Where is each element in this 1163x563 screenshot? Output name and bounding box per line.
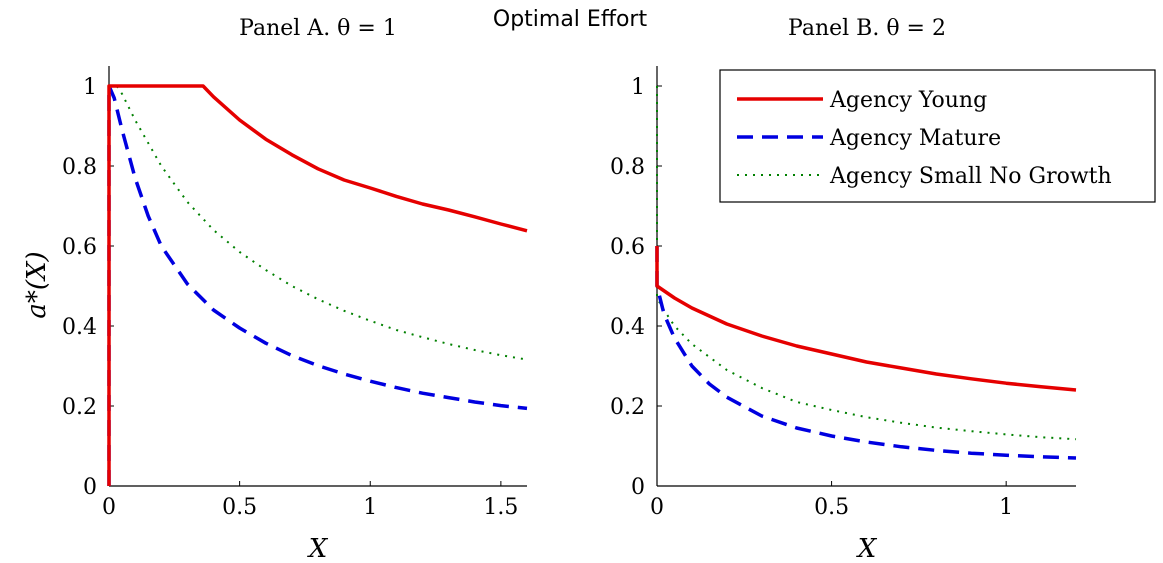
y-tick-label: 0.6 — [62, 235, 97, 260]
y-tick-label: 0.8 — [62, 155, 97, 180]
x-tick-label: 0.5 — [222, 495, 257, 520]
panel-b-xlabel: X — [856, 534, 878, 563]
y-tick-label: 0.4 — [610, 315, 645, 340]
panel-a-series — [107, 84, 528, 486]
panel-b-series — [655, 86, 1077, 460]
series-line-agency-mature — [655, 246, 1077, 460]
panel-a: Panel A. θ = 1 0 0.5 1 1.500.20.40.60.81 X … — [22, 16, 528, 563]
y-tick-label: 0.6 — [610, 235, 645, 260]
panel-b: Panel B. θ = 2 0 0.5 1 0 0.2 0.4 0.6 0.8 1 X — [610, 16, 1077, 563]
x-tick-label: 1 — [363, 495, 377, 520]
x-tick-label: 0 — [650, 495, 664, 520]
x-tick-label: 1.5 — [483, 495, 518, 520]
y-tick-label: 0 — [83, 475, 97, 500]
y-tick-label: 0.8 — [610, 155, 645, 180]
panel-a-title: Panel A. θ = 1 — [239, 16, 397, 41]
panel-a-ylabel: a*(X) — [22, 251, 52, 318]
y-tick-label: 0 — [631, 475, 645, 500]
panel-b-title: Panel B. θ = 2 — [788, 16, 946, 41]
y-tick-label: 0.2 — [62, 395, 97, 420]
legend-label: Agency Young — [829, 88, 987, 113]
x-tick-label: 0.5 — [814, 495, 849, 520]
legend-label: Agency Small No Growth — [829, 164, 1112, 189]
x-tick-label: 0 — [102, 495, 116, 520]
panel-a-xlabel: X — [307, 534, 329, 563]
series-line-agency-mature — [107, 84, 528, 486]
series-line-agency-young — [655, 246, 1077, 392]
x-tick-label: 1 — [999, 495, 1013, 520]
legend: Agency Young Agency Mature Agency Small No… — [719, 69, 1156, 203]
panel-b-axes: 0 0.5 1 0 0.2 0.4 0.6 0.8 1 — [610, 66, 1076, 520]
figure-title: Optimal Effort — [493, 7, 648, 32]
series-line-agency-small-no-growth — [656, 86, 1077, 441]
y-tick-label: 0.4 — [62, 315, 97, 340]
y-tick-label: 0.2 — [610, 395, 645, 420]
series-line-agency-young — [107, 84, 528, 486]
y-tick-label: 1 — [83, 75, 97, 100]
panel-a-axes: 0 0.5 1 1.5 0 0.2 0.4 0.6 0.8 1 — [62, 66, 527, 520]
series-line-agency-small-no-growth — [108, 85, 528, 486]
y-tick-label: 1 — [631, 75, 645, 100]
legend-label: Agency Mature — [829, 126, 1001, 151]
